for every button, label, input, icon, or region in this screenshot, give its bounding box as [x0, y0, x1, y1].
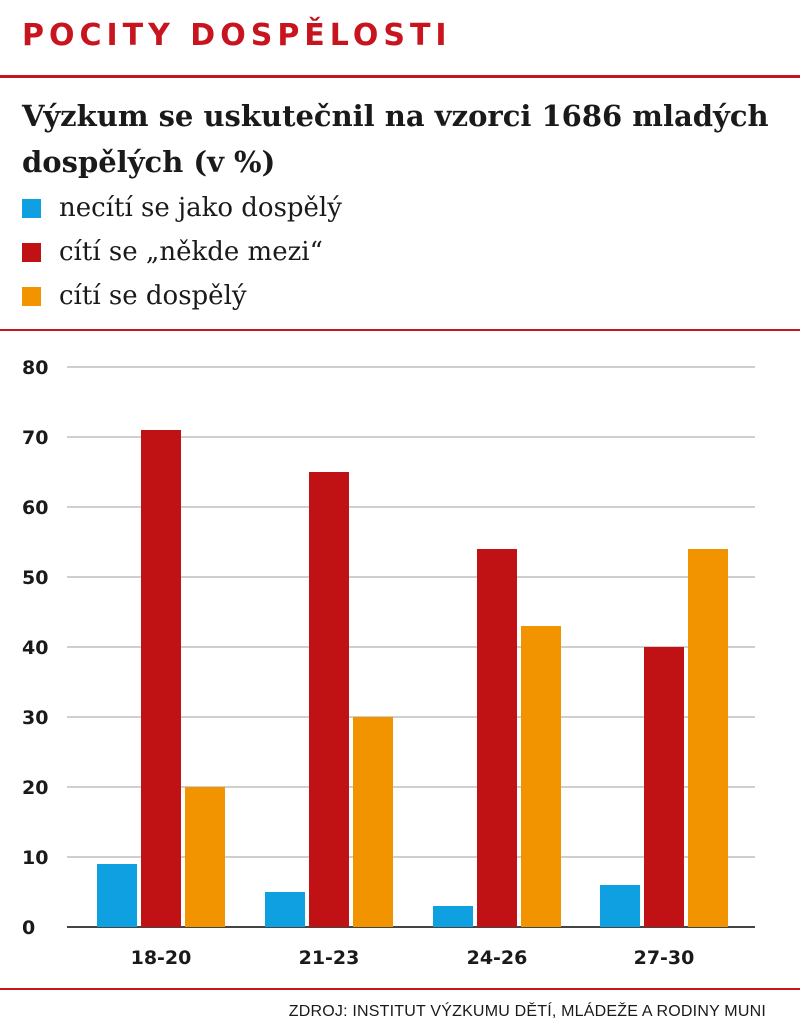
y-tick-label: 50 — [22, 567, 48, 589]
bar-18-20-series-1 — [141, 430, 181, 927]
y-tick-label: 20 — [22, 777, 48, 799]
x-tick-label: 21-23 — [299, 947, 360, 969]
y-tick-label: 80 — [22, 357, 48, 379]
top-divider — [0, 75, 800, 78]
bar-27-30-series-1 — [644, 647, 684, 927]
legend-item-in-between: cítí se „někde mezi“ — [22, 230, 342, 274]
bar-18-20-series-0 — [97, 864, 137, 927]
legend-divider — [0, 329, 800, 331]
legend-item-not-adult: necítí se jako dospělý — [22, 186, 342, 230]
legend-swatch-not-adult — [22, 198, 41, 218]
bar-21-23-series-0 — [265, 892, 305, 927]
source-note: ZDROJ: INSTITUT VÝZKUMU DĚTÍ, MLÁDEŽE A … — [288, 1003, 766, 1020]
y-tick-label: 0 — [22, 917, 35, 939]
legend-label-adult: cítí se dospělý — [59, 281, 247, 311]
legend-label-not-adult: necítí se jako dospělý — [59, 193, 342, 223]
legend-label-in-between: cítí se „někde mezi“ — [59, 237, 323, 267]
y-tick-label: 70 — [22, 427, 48, 449]
bottom-divider — [0, 988, 800, 990]
legend: necítí se jako dospělý cítí se „někde me… — [22, 186, 342, 318]
bar-21-23-series-1 — [309, 472, 349, 927]
x-tick-label: 24-26 — [467, 947, 528, 969]
bar-18-20-series-2 — [185, 787, 225, 927]
bar-24-26-series-0 — [433, 906, 473, 927]
bar-27-30-series-0 — [600, 885, 640, 927]
x-tick-label: 27-30 — [634, 947, 695, 969]
y-tick-label: 10 — [22, 847, 48, 869]
bar-chart: 0 10 20 30 40 50 60 70 80 18-20 21-23 24-26 27-30 — [22, 357, 755, 969]
legend-swatch-in-between — [22, 242, 41, 262]
chart-kicker: POCITY DOSPĚLOSTI — [22, 18, 452, 53]
bar-27-30-series-2 — [688, 549, 728, 927]
chart-title: Výzkum se uskutečnil na vzorci 1686 mlad… — [22, 99, 769, 179]
bar-24-26-series-2 — [521, 626, 561, 927]
legend-swatch-adult — [22, 286, 41, 306]
y-tick-label: 40 — [22, 637, 48, 659]
bar-21-23-series-2 — [353, 717, 393, 927]
x-tick-label: 18-20 — [131, 947, 192, 969]
bar-24-26-series-1 — [477, 549, 517, 927]
y-tick-label: 60 — [22, 497, 48, 519]
y-tick-label: 30 — [22, 707, 48, 729]
legend-item-adult: cítí se dospělý — [22, 274, 342, 318]
